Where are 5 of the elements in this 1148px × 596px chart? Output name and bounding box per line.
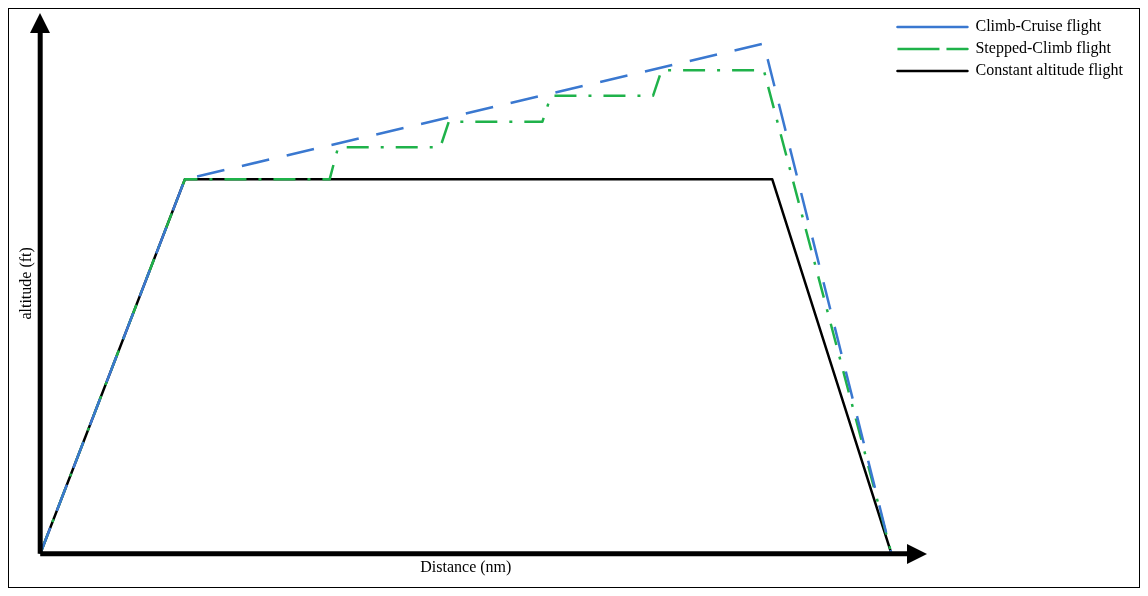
legend-label: Stepped-Climb flight: [975, 39, 1112, 58]
y-axis-title: altitude (ft): [16, 247, 35, 320]
legend-label: Constant altitude flight: [975, 61, 1124, 80]
x-axis-title: Distance (nm): [420, 557, 512, 576]
legend-label: Climb-Cruise flight: [975, 17, 1102, 36]
